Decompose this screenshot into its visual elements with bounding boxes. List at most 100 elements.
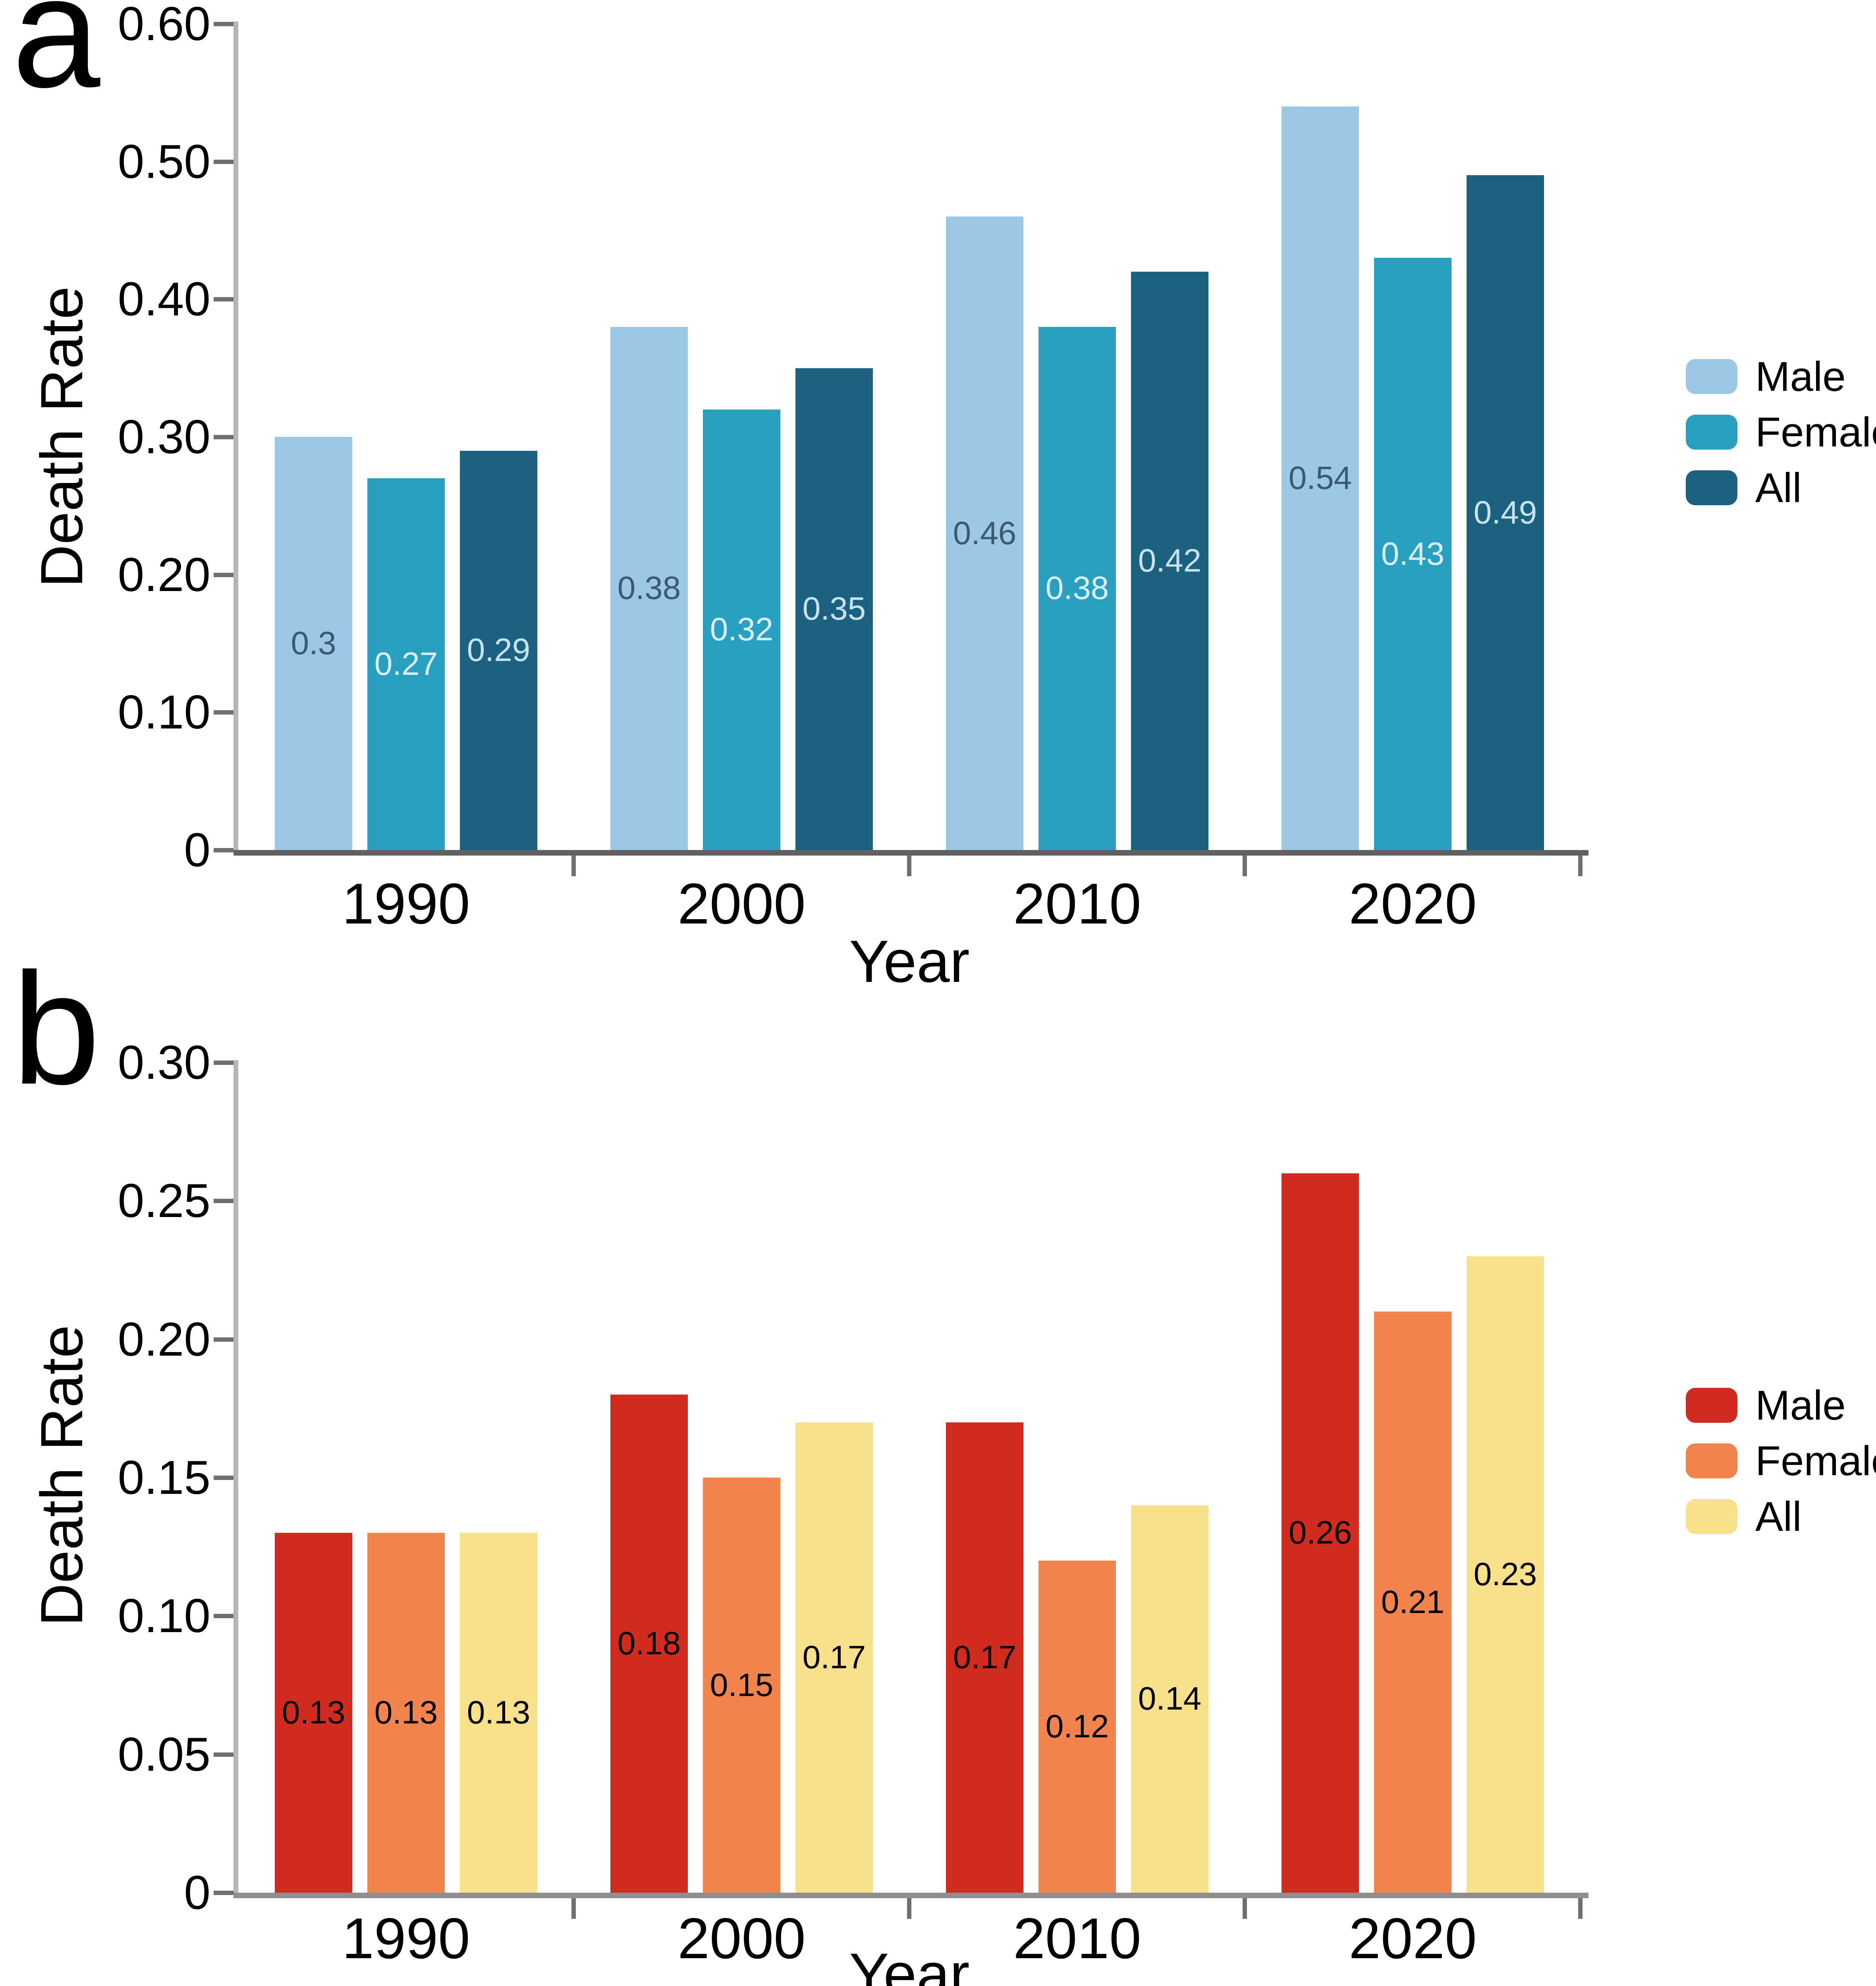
x-category-label: 2020 [1349,871,1477,936]
x-category-label: 2000 [677,1906,806,1971]
bar-male-1990: 0.13 [275,1533,352,1893]
y-tick-label: 0.05 [118,1727,210,1781]
x-tick-mark [1578,856,1583,876]
bar-group-2010: 0.46 0.38 0.42 [909,24,1245,850]
legend-label: Male [1755,353,1846,400]
bar-value-label: 0.14 [1138,1681,1202,1717]
bar-male-2020: 0.54 [1282,106,1359,850]
legend-label: All [1755,1493,1802,1540]
bar-male-2000: 0.18 [610,1395,688,1893]
bar-group-2010: 0.17 0.12 0.14 [909,1063,1245,1893]
y-axis-title: Death Rate [28,1325,95,1627]
y-tick-mark [214,848,234,852]
legend-label: Female [1755,1437,1876,1484]
legend-item-all: All [1686,1496,1876,1538]
bar-value-label: 0.43 [1381,535,1445,572]
bar-value-label: 0.42 [1138,543,1202,579]
bar-male-2010: 0.46 [946,216,1023,850]
legend-swatch-female [1686,415,1737,450]
y-tick-label: 0.10 [118,1589,210,1643]
y-tick-mark [214,22,234,26]
bar-male-2020: 0.26 [1282,1173,1359,1893]
y-tick-mark [214,572,234,577]
bar-male-2010: 0.17 [946,1422,1023,1893]
x-tick-mark [571,856,576,876]
legend-item-all: All [1686,467,1876,509]
bar-all-2010: 0.42 [1131,272,1208,850]
bar-value-label: 0.13 [467,1694,531,1731]
legend: Male Female All [1686,356,1876,526]
bar-male-1990: 0.3 [275,437,352,850]
y-tick-mark [214,1476,234,1480]
y-tick-label: 0.25 [118,1174,210,1228]
bar-value-label: 0.54 [1288,460,1352,496]
bar-value-label: 0.15 [710,1667,774,1703]
x-category-label: 2020 [1349,1906,1477,1971]
bar-group-2020: 0.26 0.21 0.23 [1245,1063,1581,1893]
bar-male-2000: 0.38 [610,326,688,850]
panel-letter-b: b [12,940,100,1117]
x-category-label: 1990 [342,1906,470,1971]
bar-value-label: 0.49 [1473,494,1537,531]
legend-swatch-all [1686,470,1737,505]
bar-value-label: 0.35 [802,591,866,627]
x-tick-mark [571,1898,576,1919]
legend-label: All [1755,464,1802,511]
bar-value-label: 0.13 [282,1694,345,1731]
panel-letter-a: a [12,0,100,120]
y-tick-mark [214,1752,234,1757]
bar-value-label: 0.13 [374,1694,438,1731]
y-tick-mark [214,1614,234,1619]
bar-value-label: 0.17 [953,1639,1017,1675]
bar-female-2020: 0.21 [1374,1312,1451,1893]
legend-swatch-all [1686,1499,1737,1534]
y-tick-label: 0.30 [118,1036,210,1089]
bar-all-2000: 0.35 [795,368,873,850]
y-tick-label: 0.20 [118,1312,210,1366]
bar-value-label: 0.26 [1288,1515,1352,1551]
bar-value-label: 0.46 [953,515,1017,551]
x-category-label: 2010 [1013,871,1141,936]
legend-swatch-male [1686,359,1737,394]
bar-all-2020: 0.49 [1467,175,1544,850]
legend-item-male: Male [1686,356,1876,398]
bar-female-2010: 0.12 [1038,1561,1116,1893]
bar-group-1990: 0.3 0.27 0.29 [238,24,574,850]
bar-group-1990: 0.13 0.13 0.13 [238,1063,574,1893]
bar-value-label: 0.32 [710,611,774,648]
x-axis-title: Year [849,928,970,995]
y-tick-mark [214,297,234,302]
x-tick-mark [1578,1898,1583,1919]
bar-value-label: 0.23 [1473,1556,1537,1592]
legend-item-male: Male [1686,1385,1876,1426]
x-axis-line [234,1893,1588,1898]
y-tick-mark [214,1891,234,1895]
y-tick-label: 0.60 [118,0,210,50]
y-tick-label: 0.15 [118,1451,210,1504]
bar-group-2000: 0.38 0.32 0.35 [574,24,909,850]
bar-value-label: 0.12 [1045,1708,1109,1745]
legend-swatch-male [1686,1388,1737,1423]
bar-group-2000: 0.18 0.15 0.17 [574,1063,909,1893]
legend-item-female: Female [1686,1440,1876,1482]
y-axis-line [234,21,238,856]
x-category-label: 1990 [342,871,470,936]
bar-all-1990: 0.13 [460,1533,537,1893]
bar-female-2020: 0.43 [1374,258,1451,850]
bar-all-2000: 0.17 [795,1422,873,1893]
legend-swatch-female [1686,1443,1737,1478]
bar-value-label: 0.38 [617,570,681,607]
y-tick-label: 0.50 [118,135,210,188]
y-tick-label: 0.40 [118,272,210,326]
bar-female-2010: 0.38 [1038,326,1116,850]
y-axis-line [234,1060,238,1898]
bar-value-label: 0.3 [291,625,336,661]
legend-label: Female [1755,409,1876,456]
plot-area: 0.30 0.25 0.20 0.15 0.10 0.05 0 0.13 0.13 0.13 199… [118,1039,1588,1968]
x-tick-mark [1243,856,1247,876]
bar-all-1990: 0.29 [460,450,537,850]
legend-item-female: Female [1686,411,1876,453]
bar-female-2000: 0.15 [703,1478,780,1893]
